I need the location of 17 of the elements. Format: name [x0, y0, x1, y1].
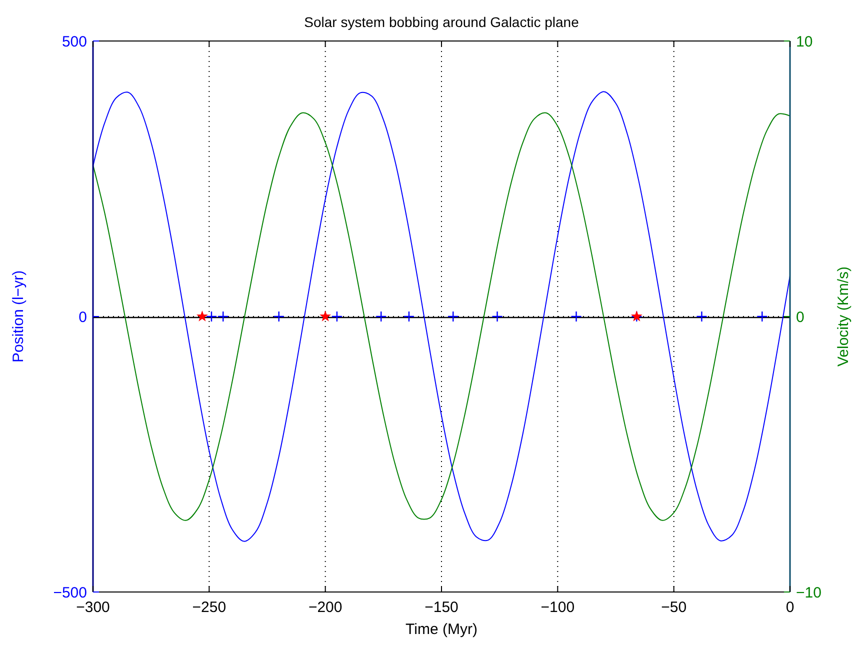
x-tick-label: −200 — [308, 599, 342, 616]
x-tick-label: −50 — [661, 599, 687, 616]
x-tick-label: −250 — [192, 599, 226, 616]
x-tick-label: −150 — [424, 599, 458, 616]
y2-tick-label: 10 — [796, 33, 813, 50]
x-axis-title: Time (Myr) — [406, 621, 478, 638]
y-tick-label: 0 — [78, 308, 87, 326]
x-tick-label: 0 — [786, 599, 794, 616]
y-tick-label: 500 — [62, 33, 87, 50]
y2-tick-label: −10 — [796, 584, 822, 602]
y2-tick-label: 0 — [796, 308, 804, 326]
y2-axis-title: Velocity (Km/s) — [835, 266, 852, 367]
x-tick-label: −100 — [540, 599, 575, 616]
y-tick-label: −500 — [53, 584, 87, 602]
chart-title: Solar system bobbing around Galactic plane — [304, 14, 580, 30]
x-tick-label: −300 — [76, 599, 110, 616]
y-axis-title: Position (l−yr) — [10, 270, 27, 363]
